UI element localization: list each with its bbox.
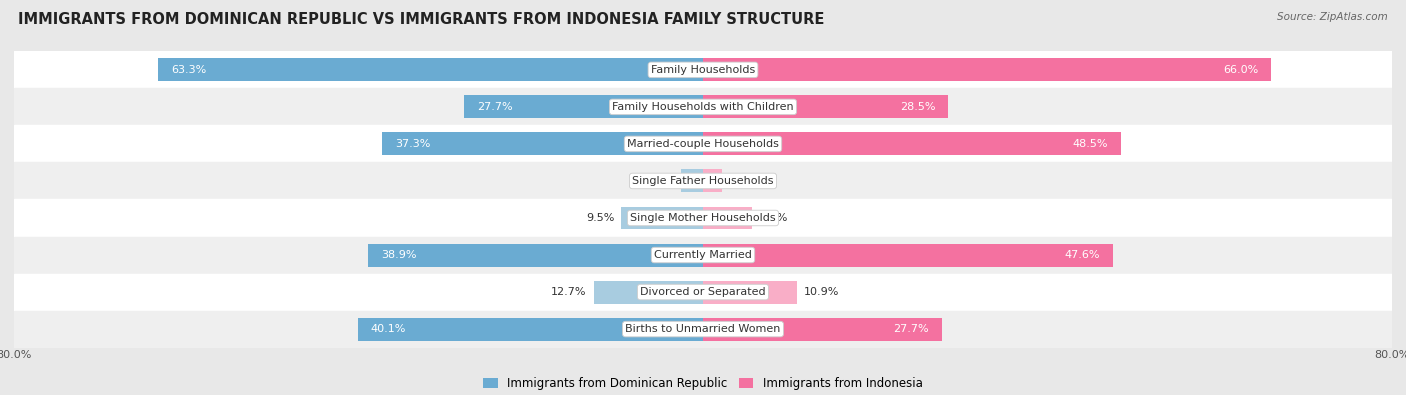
Text: 5.7%: 5.7% <box>759 213 787 223</box>
Text: Single Mother Households: Single Mother Households <box>630 213 776 223</box>
Bar <box>464 96 703 118</box>
Text: Single Father Households: Single Father Households <box>633 176 773 186</box>
Text: 38.9%: 38.9% <box>381 250 416 260</box>
Bar <box>621 207 703 229</box>
Text: Source: ZipAtlas.com: Source: ZipAtlas.com <box>1277 12 1388 22</box>
Text: 2.6%: 2.6% <box>645 176 673 186</box>
Bar <box>703 207 752 229</box>
Text: Family Households with Children: Family Households with Children <box>612 102 794 112</box>
Text: 10.9%: 10.9% <box>804 287 839 297</box>
Bar <box>681 169 703 192</box>
Bar <box>703 318 942 340</box>
Text: 27.7%: 27.7% <box>893 324 928 334</box>
Text: 40.1%: 40.1% <box>371 324 406 334</box>
Text: Currently Married: Currently Married <box>654 250 752 260</box>
Bar <box>703 96 949 118</box>
Text: Married-couple Households: Married-couple Households <box>627 139 779 149</box>
Text: IMMIGRANTS FROM DOMINICAN REPUBLIC VS IMMIGRANTS FROM INDONESIA FAMILY STRUCTURE: IMMIGRANTS FROM DOMINICAN REPUBLIC VS IM… <box>18 12 825 27</box>
Bar <box>157 58 703 81</box>
Text: 9.5%: 9.5% <box>586 213 614 223</box>
Bar <box>14 51 1392 88</box>
Text: 63.3%: 63.3% <box>170 65 207 75</box>
Bar <box>382 132 703 155</box>
Text: 37.3%: 37.3% <box>395 139 430 149</box>
Text: 12.7%: 12.7% <box>551 287 586 297</box>
Bar <box>368 244 703 267</box>
Legend: Immigrants from Dominican Republic, Immigrants from Indonesia: Immigrants from Dominican Republic, Immi… <box>478 372 928 395</box>
Text: 28.5%: 28.5% <box>900 102 935 112</box>
Text: Family Households: Family Households <box>651 65 755 75</box>
Text: 2.2%: 2.2% <box>728 176 758 186</box>
Bar <box>593 280 703 303</box>
Bar <box>703 58 1271 81</box>
Bar <box>14 199 1392 237</box>
Bar <box>357 318 703 340</box>
Bar <box>14 310 1392 348</box>
Text: Divorced or Separated: Divorced or Separated <box>640 287 766 297</box>
Bar <box>14 126 1392 162</box>
Bar <box>14 88 1392 126</box>
Bar <box>703 169 721 192</box>
Bar <box>14 273 1392 310</box>
Text: 47.6%: 47.6% <box>1064 250 1099 260</box>
Bar <box>703 244 1114 267</box>
Bar <box>14 237 1392 273</box>
Bar <box>703 280 797 303</box>
Bar <box>14 162 1392 199</box>
Text: 66.0%: 66.0% <box>1223 65 1258 75</box>
Text: Births to Unmarried Women: Births to Unmarried Women <box>626 324 780 334</box>
Bar <box>703 132 1121 155</box>
Text: 48.5%: 48.5% <box>1073 139 1108 149</box>
Text: 27.7%: 27.7% <box>478 102 513 112</box>
